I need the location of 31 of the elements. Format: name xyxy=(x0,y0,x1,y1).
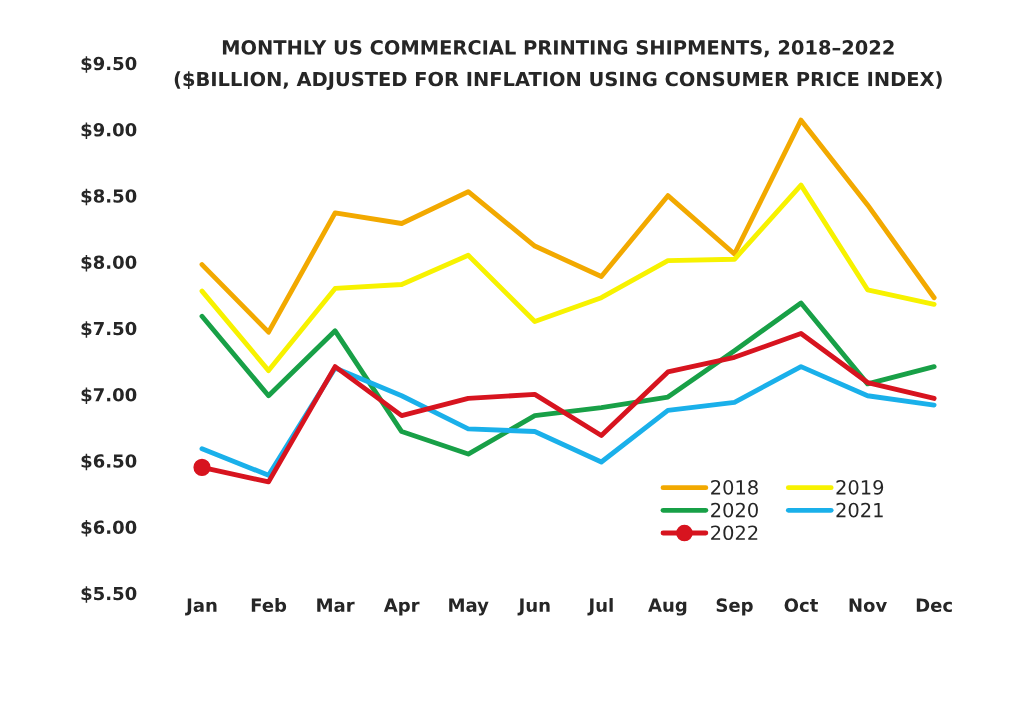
x-tick-label: Jul xyxy=(587,598,613,616)
y-tick-label: $6.50 xyxy=(81,453,137,471)
x-tick-label: Nov xyxy=(849,598,887,613)
legend-label: 2020 xyxy=(711,502,758,518)
x-tick-label: Oct xyxy=(784,598,818,613)
legend-label: 2021 xyxy=(836,502,883,518)
x-tick-label: Apr xyxy=(383,598,420,616)
x-tick-label: Jun xyxy=(517,598,550,616)
line-series xyxy=(199,182,937,374)
x-tick-label: Feb xyxy=(251,598,287,613)
legend-label: 2019 xyxy=(836,480,884,495)
legend-label: 2018 xyxy=(711,480,758,495)
y-tick-label: $9.50 xyxy=(81,56,137,73)
line-series xyxy=(199,300,937,457)
x-tick-label: May xyxy=(449,598,489,616)
y-tick-label: $5.50 xyxy=(81,586,137,603)
y-tick-label: $7.00 xyxy=(81,387,137,404)
x-tick-label: Mar xyxy=(317,598,355,613)
y-tick-label: $8.50 xyxy=(81,188,137,206)
y-tick-label: $9.00 xyxy=(81,122,137,139)
chart-subtitle: ($BILLION, ADJUSTED FOR INFLATION USING CONSUMER PRICE INDEX) xyxy=(174,71,942,90)
legend-label: 2022 xyxy=(711,525,758,541)
line-series xyxy=(199,117,937,335)
x-tick-label: Aug xyxy=(648,598,687,616)
y-tick-label: $6.00 xyxy=(81,520,137,537)
y-tick-label: $7.50 xyxy=(81,321,137,338)
y-tick-label: $8.00 xyxy=(81,255,137,272)
x-tick-label: Sep xyxy=(716,598,753,616)
x-tick-label: Dec xyxy=(916,598,952,613)
chart-title: MONTHLY US COMMERCIAL PRINTING SHIPMENTS, 2018–2022 xyxy=(222,40,894,58)
x-tick-label: Jan xyxy=(185,598,217,616)
